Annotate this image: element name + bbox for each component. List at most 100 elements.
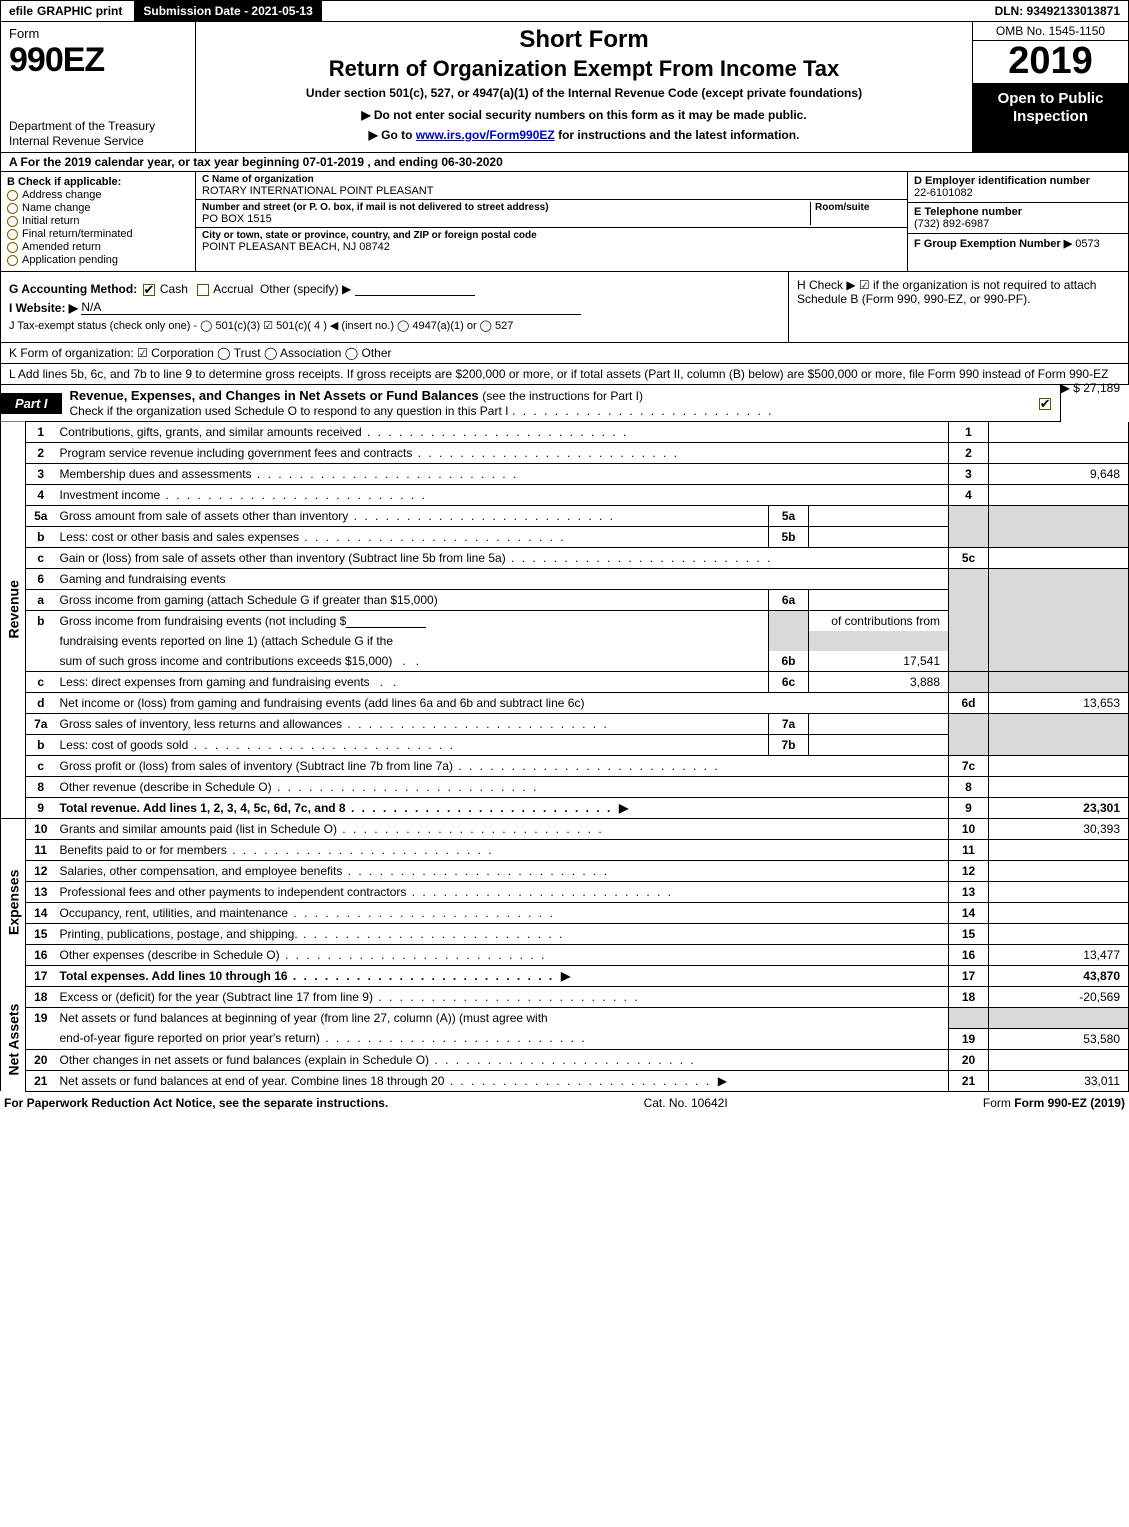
row-a-tax-year: A For the 2019 calendar year, or tax yea… (0, 153, 1129, 172)
street-value: PO BOX 1515 (202, 213, 806, 225)
table-row: 15 Printing, publications, postage, and … (1, 924, 1129, 945)
ein-value: 22-6101082 (914, 187, 973, 199)
open-public: Open to Public Inspection (973, 84, 1128, 152)
table-row: Net Assets 18 Excess or (deficit) for th… (1, 987, 1129, 1008)
short-form-title: Short Form (206, 26, 962, 54)
street-row: Number and street (or P. O. box, if mail… (196, 200, 907, 228)
line-l-text: L Add lines 5b, 6c, and 7b to line 9 to … (9, 367, 1108, 381)
table-row: end-of-year figure reported on prior yea… (1, 1028, 1129, 1049)
subtitle: Under section 501(c), 527, or 4947(a)(1)… (206, 86, 962, 100)
line-l: L Add lines 5b, 6c, and 7b to line 9 to … (0, 364, 1129, 385)
table-row: 20 Other changes in net assets or fund b… (1, 1049, 1129, 1070)
submission-date: Submission Date - 2021-05-13 (135, 1, 321, 21)
header-left: Form 990EZ Department of the Treasury In… (1, 22, 196, 152)
circle-icon (7, 190, 18, 201)
ein-row: D Employer identification number 22-6101… (908, 172, 1128, 203)
circle-icon (7, 242, 18, 253)
street-label: Number and street (or P. O. box, if mail… (202, 202, 806, 213)
goto-post: for instructions and the latest informat… (558, 128, 799, 142)
ssn-note: ▶ Do not enter social security numbers o… (206, 108, 962, 122)
goto-note: ▶ Go to www.irs.gov/Form990EZ for instru… (206, 128, 962, 142)
g-label: G Accounting Method: (9, 282, 137, 296)
part1-title: Revenue, Expenses, and Changes in Net As… (62, 385, 1030, 421)
table-row: c Gain or (loss) from sale of assets oth… (1, 548, 1129, 569)
city-label: City or town, state or province, country… (202, 230, 901, 241)
expenses-vlabel: Expenses (1, 819, 26, 987)
city-row: City or town, state or province, country… (196, 228, 907, 255)
table-row: 12 Salaries, other compensation, and emp… (1, 861, 1129, 882)
table-row: 4 Investment income 4 (1, 485, 1129, 506)
efile-graphic: GRAPHIC (37, 4, 92, 18)
block-ghij: G Accounting Method: Cash Accrual Other … (0, 272, 1129, 343)
table-row: Expenses 10 Grants and similar amounts p… (1, 819, 1129, 840)
col-c: C Name of organization ROTARY INTERNATIO… (196, 172, 908, 271)
part1-schedule-o-checkbox[interactable] (1030, 396, 1060, 410)
table-row: 9 Total revenue. Add lines 1, 2, 3, 4, 5… (1, 798, 1129, 819)
line-k: K Form of organization: ☑ Corporation ◯ … (0, 343, 1129, 364)
block-bcdef: B Check if applicable: Address change Na… (0, 172, 1129, 272)
department: Department of the Treasury Internal Reve… (9, 119, 187, 148)
ghij-left: G Accounting Method: Cash Accrual Other … (1, 272, 788, 342)
footer-mid: Cat. No. 10642I (644, 1096, 728, 1110)
chk-accrual[interactable] (197, 284, 209, 296)
table-row: 16 Other expenses (describe in Schedule … (1, 945, 1129, 966)
col-b: B Check if applicable: Address change Na… (1, 172, 196, 271)
city-value: POINT PLEASANT BEACH, NJ 08742 (202, 241, 901, 253)
goto-pre: ▶ Go to (369, 128, 416, 142)
org-name-row: C Name of organization ROTARY INTERNATIO… (196, 172, 907, 200)
ein-label: D Employer identification number (914, 175, 1090, 187)
part1-table: Revenue 1 Contributions, gifts, grants, … (0, 422, 1129, 1092)
line-h: H Check ▶ ☑ if the organization is not r… (788, 272, 1128, 342)
dept-treasury: Department of the Treasury (9, 119, 155, 133)
col-b-header: B Check if applicable: (7, 176, 189, 188)
top-bar: efile GRAPHIC print Submission Date - 20… (0, 0, 1129, 21)
form-label: Form (9, 26, 187, 41)
table-row: 21 Net assets or fund balances at end of… (1, 1070, 1129, 1091)
table-row: 7a Gross sales of inventory, less return… (1, 714, 1129, 735)
table-row: 2 Program service revenue including gove… (1, 443, 1129, 464)
header-right: OMB No. 1545-1150 2019 Open to Public In… (973, 22, 1128, 152)
other-specify-input[interactable] (355, 295, 475, 296)
efile-print[interactable]: print (96, 4, 123, 18)
chk-amended-return[interactable]: Amended return (7, 241, 189, 253)
chk-final-return[interactable]: Final return/terminated (7, 228, 189, 240)
line-l-amount: ▶ $ 27,189 (1061, 381, 1120, 395)
i-label: I Website: ▶ (9, 301, 78, 315)
circle-icon (7, 255, 18, 266)
table-row: c Less: direct expenses from gaming and … (1, 672, 1129, 693)
circle-icon (7, 229, 18, 240)
checkbox-icon (1039, 398, 1051, 410)
dln: DLN: 93492133013871 (987, 1, 1128, 21)
form-header: Form 990EZ Department of the Treasury In… (0, 21, 1129, 153)
form-number: 990EZ (9, 41, 187, 80)
table-row: 19 Net assets or fund balances at beginn… (1, 1008, 1129, 1029)
org-name: ROTARY INTERNATIONAL POINT PLEASANT (202, 185, 901, 197)
chk-name-change[interactable]: Name change (7, 202, 189, 214)
chk-cash[interactable] (143, 284, 155, 296)
table-row: 6 Gaming and fundraising events (1, 569, 1129, 590)
room-label: Room/suite (815, 202, 901, 213)
table-row: 8 Other revenue (describe in Schedule O)… (1, 777, 1129, 798)
line-j: J Tax-exempt status (check only one) - ◯… (9, 319, 780, 332)
netassets-vlabel: Net Assets (1, 987, 26, 1092)
footer: For Paperwork Reduction Act Notice, see … (0, 1092, 1129, 1110)
table-row: 5a Gross amount from sale of assets othe… (1, 506, 1129, 527)
chk-initial-return[interactable]: Initial return (7, 215, 189, 227)
phone-row: E Telephone number (732) 892-6987 (908, 203, 1128, 234)
part1-tag: Part I (1, 393, 62, 414)
circle-icon (7, 203, 18, 214)
table-row: d Net income or (loss) from gaming and f… (1, 693, 1129, 714)
irs-link[interactable]: www.irs.gov/Form990EZ (416, 128, 555, 142)
chk-address-change[interactable]: Address change (7, 189, 189, 201)
table-row: 17 Total expenses. Add lines 10 through … (1, 966, 1129, 987)
phone-label: E Telephone number (914, 206, 1022, 218)
table-row: 3 Membership dues and assessments 3 9,64… (1, 464, 1129, 485)
revenue-vlabel: Revenue (1, 422, 26, 798)
chk-application-pending[interactable]: Application pending (7, 254, 189, 266)
table-row: 14 Occupancy, rent, utilities, and maint… (1, 903, 1129, 924)
omb-number: OMB No. 1545-1150 (973, 22, 1128, 41)
header-mid: Short Form Return of Organization Exempt… (196, 22, 973, 152)
top-spacer (322, 1, 987, 21)
website-value: N/A (81, 300, 581, 315)
line-g: G Accounting Method: Cash Accrual Other … (9, 282, 780, 296)
